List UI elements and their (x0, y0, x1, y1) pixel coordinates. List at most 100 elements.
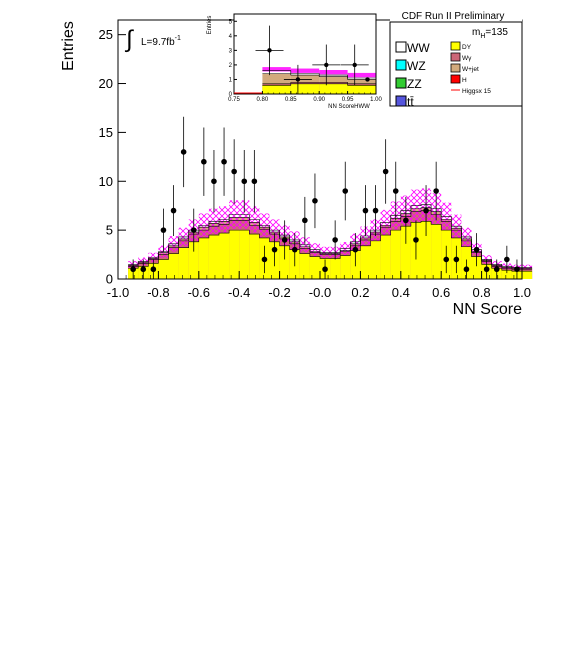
legend-label-h: H (462, 77, 467, 84)
stack-bar-dy-2 (319, 83, 348, 94)
data-point-1 (140, 266, 147, 273)
y-tick-label-5: 5 (229, 19, 233, 25)
data-point-edge (365, 77, 370, 82)
stack-bar-dy-21 (340, 255, 351, 279)
x-tick-label-4: 0.95 (342, 97, 354, 103)
integral-symbol: ∫ (124, 26, 134, 53)
stack-bar-dy-6 (188, 241, 199, 279)
stack-bar-dy-12 (249, 234, 260, 279)
legend-label-zz: ZZ (407, 77, 422, 91)
data-point-23 (362, 207, 369, 214)
x-tick-label-3: 0.90 (313, 97, 325, 103)
data-point-15 (281, 237, 288, 243)
stack-bar-dy-5 (178, 247, 189, 279)
stack-bar-dy-8 (208, 235, 219, 279)
data-point-0 (267, 48, 272, 53)
data-point-14 (271, 246, 278, 253)
header-label: CDF Run II Preliminary (402, 11, 505, 22)
data-point-3 (352, 62, 357, 68)
data-point-30 (433, 188, 439, 194)
legend-swatch-dy (450, 41, 461, 51)
stack-bar-dy-20 (330, 258, 341, 279)
data-point-16 (291, 246, 298, 253)
data-point-7 (201, 158, 207, 165)
data-point-20 (332, 237, 338, 243)
stack-bar-dy-26 (390, 230, 401, 279)
legend-label-wz: WZ (407, 59, 426, 73)
y-tick-label-1: 5 (106, 223, 113, 238)
stack-outline-w (262, 82, 376, 85)
legend: mH=135 WW WZ ZZ tt̄ DY Wγ W+jet H Higgsx 15 (389, 21, 523, 109)
y-tick-label-4: 4 (229, 34, 233, 40)
stack-bar-dy-10 (229, 230, 240, 279)
data-point-2 (150, 266, 157, 273)
y-tick-label-3: 3 (229, 48, 233, 54)
stack-bar-dy-15 (279, 245, 290, 279)
stack-bar-dy-3 (158, 259, 169, 279)
y-tick-label-5: 25 (99, 27, 113, 42)
stack-bar-dy-1 (290, 83, 320, 94)
x-tick-label-8: 0.6 (432, 285, 450, 300)
legend-label-higgs-line: Higgsx 15 (462, 88, 491, 95)
y-tick-label-3: 15 (99, 125, 113, 140)
y-axis-label: Entries (60, 21, 77, 71)
x-tick-label-10: 1.0 (513, 285, 531, 300)
y-tick-label-0: 0 (106, 272, 113, 287)
legend-label-ttbar: tt̄ (407, 95, 414, 109)
data-point-9 (221, 158, 227, 165)
header-box: CDF Run II Preliminary (390, 8, 522, 22)
stack-outline-dy (262, 83, 376, 86)
x-tick-label-7: 0.4 (392, 285, 410, 300)
stack-bar-dy-34 (471, 256, 482, 279)
x-tick-label-9: 0.8 (473, 285, 491, 300)
data-point-0 (130, 266, 136, 273)
data-point-10 (231, 168, 237, 175)
stack-bar-dy-23 (360, 245, 371, 279)
y-tick-label-1: 1 (229, 78, 233, 84)
data-point-25 (382, 168, 389, 175)
data-point-24 (372, 207, 379, 214)
data-point-33 (463, 266, 470, 273)
stack-bar-dy-9 (219, 233, 230, 279)
stack-outline-ww (262, 70, 376, 79)
data-point-1 (295, 77, 301, 82)
stack-bar-dy-29 (421, 221, 432, 279)
data-point-26 (392, 188, 399, 194)
x-tick-label-1: -0.8 (147, 285, 169, 300)
legend-swatch-ww (395, 41, 407, 53)
legend-label-wgamma: Wγ (462, 55, 472, 62)
stack-bar-dy-27 (400, 226, 411, 279)
y-tick-label-2: 2 (229, 63, 233, 69)
inset-chart: 0.75 0.80 0.85 0.90 0.95 1.00 0 1 2 3 4 5 (228, 13, 382, 103)
data-point-17 (302, 217, 308, 224)
data-point-13 (261, 256, 268, 263)
legend-swatch-h (450, 74, 461, 84)
stack-bar-dy-11 (239, 230, 250, 279)
main-chart: -1.0 -0.8 -0.6 -0.4 -0.2 -0.0 0.2 0.4 0.6 0.8 1.00… (99, 19, 533, 300)
data-point-22 (352, 246, 359, 253)
data-point-2 (324, 62, 329, 68)
stack-bar-dy-30 (431, 224, 442, 279)
stack-bar-dy-4 (168, 253, 179, 279)
legend-swatch-wjet (450, 63, 461, 73)
uncertainty-band-1 (290, 68, 320, 73)
y-tick-label-4: 20 (99, 76, 113, 91)
data-point-5 (180, 149, 187, 155)
data-point-12 (251, 178, 258, 185)
x-tick-label-0: 0.75 (228, 97, 240, 103)
stack-bar-dy-7 (198, 237, 209, 279)
data-point-8 (211, 178, 217, 185)
x-tick-label-5: 1.00 (370, 97, 382, 103)
data-point-36 (493, 266, 500, 273)
x-tick-label-0: -1.0 (107, 285, 129, 300)
stack-bar-dy-25 (380, 235, 391, 279)
data-point-31 (443, 256, 450, 263)
mass-label: mH=135 (472, 27, 508, 40)
legend-swatch-wz (395, 59, 407, 71)
inset-y-axis-label: Entries (207, 16, 213, 35)
y-tick-label-2: 10 (99, 174, 113, 189)
data-point-18 (312, 198, 318, 204)
legend-swatch-wgamma (450, 52, 461, 62)
data-point-34 (473, 246, 480, 253)
